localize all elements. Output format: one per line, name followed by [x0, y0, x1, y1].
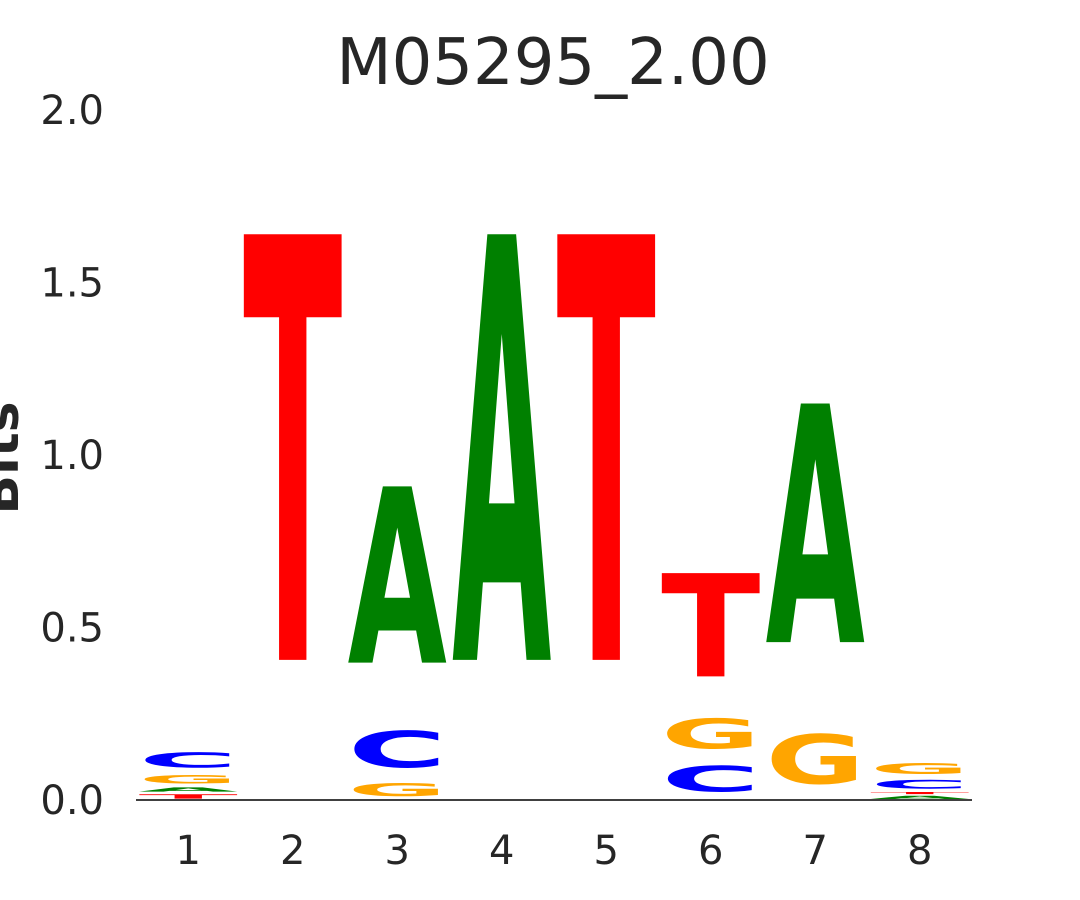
logo-letter-a: A	[452, 118, 552, 798]
logo-letter-a: A	[348, 438, 447, 720]
chart-title: M05295_2.00	[336, 26, 769, 100]
x-tick-label: 4	[489, 828, 514, 874]
x-tick-label: 3	[385, 828, 410, 874]
logo-letter-a: A	[139, 786, 238, 793]
logo-letter-t: T	[870, 791, 969, 794]
x-tick-label: 1	[176, 828, 201, 874]
logo-letter-t: T	[139, 793, 238, 800]
y-tick-label: 0.5	[40, 606, 104, 652]
logo-letter-g: G	[348, 780, 447, 800]
y-tick-label: 1.0	[40, 433, 104, 479]
logo-letter-g: G	[766, 721, 865, 800]
y-tick-label: 1.5	[40, 261, 104, 307]
logo-letter-c: C	[661, 759, 760, 800]
logo-letter-t: T	[243, 119, 343, 798]
x-tick-label: 8	[907, 828, 932, 874]
x-tick-label: 6	[698, 828, 723, 874]
x-tick-label: 5	[594, 828, 619, 874]
y-tick-label: 2.0	[40, 88, 104, 134]
x-tick-labels: 1 2 3 4 5 6 7 8	[176, 828, 933, 874]
logo-letter-g: G	[661, 711, 760, 759]
logo-letter-t: T	[661, 545, 760, 710]
logo-letter-t: T	[557, 119, 657, 798]
y-axis-label: Bits	[0, 401, 31, 514]
logo-letter-c: C	[348, 721, 447, 779]
logo-letter-c: C	[139, 748, 238, 772]
logo-letter-g: G	[870, 761, 969, 778]
logo-letter-g: G	[139, 773, 238, 787]
logo-letter-c: C	[870, 778, 969, 792]
x-tick-label: 2	[280, 828, 305, 874]
y-tick-label: 0.0	[40, 778, 104, 824]
logo-letter-a: A	[766, 338, 865, 720]
logo-letter-a: A	[870, 795, 969, 800]
x-tick-label: 7	[803, 828, 828, 874]
y-tick-labels: 0.0 0.5 1.0 1.5 2.0	[40, 88, 104, 824]
